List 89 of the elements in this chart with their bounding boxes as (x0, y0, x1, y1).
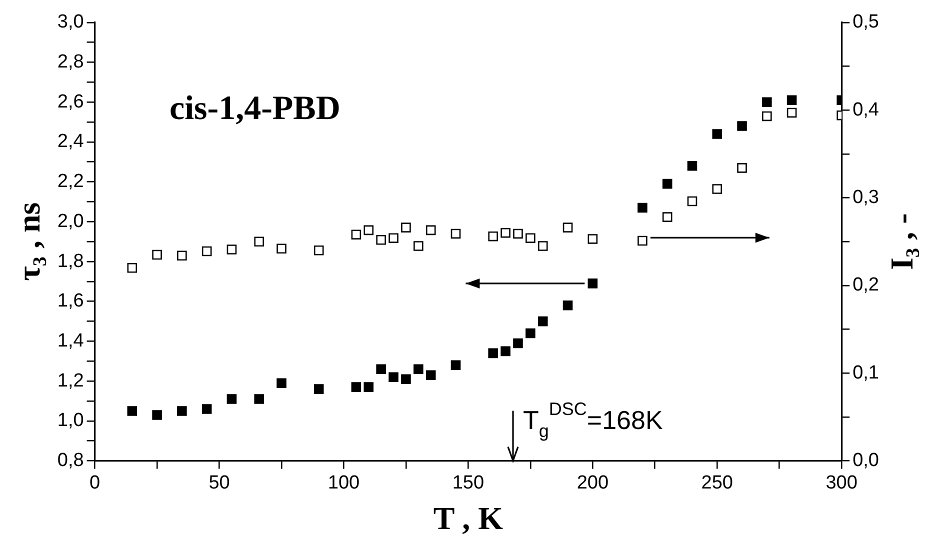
point (276, 244, 286, 254)
y-tick-label: 1,6 (57, 290, 84, 312)
point (401, 374, 411, 384)
point (314, 384, 324, 394)
x-tick-label: 50 (208, 472, 230, 494)
y-tick-label: 1,8 (57, 250, 84, 272)
y-tick-label: 2,6 (57, 91, 84, 112)
point (687, 160, 698, 171)
point (177, 250, 187, 261)
point (786, 108, 797, 118)
point (276, 378, 286, 388)
y2-tick-label: 0,5 (852, 12, 880, 33)
y2-tick-label: 0,2 (852, 274, 880, 296)
y-tick-label: 2,8 (57, 51, 84, 72)
y-tick-label: 2,0 (57, 210, 84, 232)
point (450, 228, 461, 239)
point (500, 228, 510, 238)
point (314, 245, 324, 256)
y-tick-label: 1,4 (57, 330, 84, 352)
point (152, 410, 162, 420)
x-tick-label: 100 (328, 472, 360, 494)
point (526, 233, 536, 243)
y2-axis-title: I₃ , - (883, 213, 920, 270)
y-tick-label: 2,4 (57, 131, 84, 152)
point (500, 346, 510, 356)
point (638, 236, 648, 246)
point (638, 202, 648, 213)
point (414, 364, 424, 374)
x-tick-label: 250 (701, 472, 733, 494)
point (513, 228, 523, 239)
point (127, 263, 138, 273)
y-tick-label: 1,0 (57, 410, 84, 432)
point (737, 163, 747, 173)
point (538, 241, 548, 251)
point (712, 184, 722, 194)
point (351, 382, 362, 392)
point (376, 234, 386, 245)
point (254, 394, 264, 404)
point (177, 406, 187, 416)
point (364, 225, 374, 236)
point (786, 95, 797, 106)
point (414, 241, 424, 251)
y-tick-label: 2,2 (57, 171, 84, 192)
point (202, 246, 212, 256)
x-tick-label: 150 (452, 472, 484, 494)
point (401, 222, 411, 232)
point (488, 348, 498, 358)
point (426, 225, 436, 236)
point (538, 316, 548, 326)
point (562, 222, 573, 232)
point (712, 129, 722, 139)
point (588, 234, 598, 244)
y-tick-label: 0,8 (57, 450, 84, 472)
point (488, 231, 498, 242)
point (662, 212, 672, 222)
point (762, 97, 772, 107)
point (526, 328, 536, 338)
y-axis-title: τ₃ , ns (10, 202, 46, 281)
point (426, 370, 436, 380)
point (388, 233, 398, 243)
point (687, 196, 698, 206)
point (364, 382, 374, 392)
x-tick-label: 300 (826, 472, 858, 494)
annotation: cis-1,4-PBD (169, 90, 340, 127)
point (762, 111, 772, 122)
point (450, 360, 461, 370)
point (388, 372, 398, 382)
point (588, 278, 598, 288)
point (152, 250, 162, 260)
point (376, 364, 386, 374)
point (226, 394, 237, 404)
x-tick-label: 0 (90, 472, 100, 494)
x-axis-title: T , K (433, 500, 504, 536)
y2-tick-label: 0,3 (852, 186, 880, 208)
y2-tick-label: 0,0 (852, 450, 880, 472)
point (351, 230, 362, 240)
point (513, 338, 523, 348)
point (562, 300, 573, 310)
point (737, 121, 747, 131)
point (127, 406, 138, 416)
point (202, 404, 212, 414)
y2-tick-label: 0,4 (852, 99, 880, 120)
y-tick-label: 1,2 (57, 370, 84, 392)
point (226, 244, 237, 254)
y-tick-label: 3,0 (57, 12, 84, 33)
x-tick-label: 200 (576, 472, 609, 494)
point (254, 236, 264, 246)
y2-tick-label: 0,1 (852, 362, 880, 384)
point (662, 178, 672, 189)
